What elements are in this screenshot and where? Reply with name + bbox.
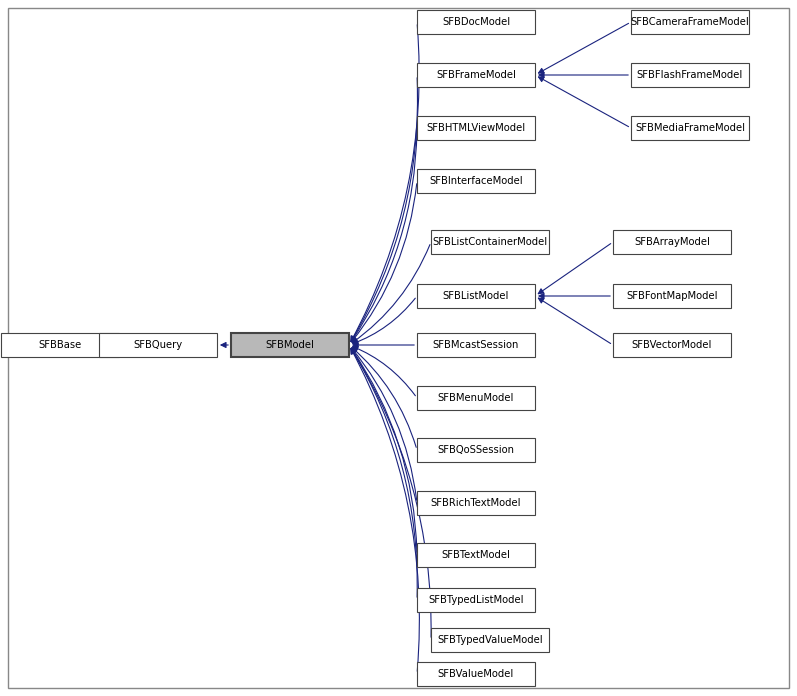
Text: SFBArrayModel: SFBArrayModel [634, 237, 710, 247]
Bar [417, 10, 535, 34]
Text: SFBDocModel: SFBDocModel [442, 17, 510, 27]
Text: SFBModel: SFBModel [265, 340, 315, 350]
Bar [99, 333, 217, 357]
Bar [417, 333, 535, 357]
Bar [631, 63, 749, 87]
Text: SFBFontMapModel: SFBFontMapModel [626, 291, 718, 301]
Bar [613, 230, 731, 254]
Bar [631, 10, 749, 34]
Text: SFBInterfaceModel: SFBInterfaceModel [430, 176, 523, 186]
Bar [417, 438, 535, 462]
Text: SFBTypedValueModel: SFBTypedValueModel [438, 635, 543, 645]
Text: SFBRichTextModel: SFBRichTextModel [430, 498, 521, 508]
Text: SFBTextModel: SFBTextModel [442, 550, 510, 560]
Text: SFBFlashFrameModel: SFBFlashFrameModel [637, 70, 743, 80]
Text: SFBVectorModel: SFBVectorModel [632, 340, 713, 350]
Bar [417, 116, 535, 140]
Bar [1, 333, 119, 357]
Text: SFBValueModel: SFBValueModel [438, 669, 514, 679]
Text: SFBQoSSession: SFBQoSSession [438, 445, 515, 455]
Text: SFBBase: SFBBase [38, 340, 81, 350]
Bar [613, 333, 731, 357]
Bar [417, 588, 535, 612]
Bar [431, 628, 549, 652]
Text: SFBTypedListModel: SFBTypedListModel [428, 595, 524, 605]
Text: SFBMediaFrameModel: SFBMediaFrameModel [635, 123, 745, 133]
Bar [417, 491, 535, 515]
Bar [417, 543, 535, 567]
Text: SFBMcastSession: SFBMcastSession [433, 340, 519, 350]
Bar [631, 116, 749, 140]
Bar [613, 284, 731, 308]
Bar [417, 169, 535, 193]
Bar [417, 386, 535, 410]
Bar [417, 662, 535, 686]
Bar [431, 230, 549, 254]
Bar [417, 284, 535, 308]
Text: SFBCameraFrameModel: SFBCameraFrameModel [630, 17, 749, 27]
Text: SFBMenuModel: SFBMenuModel [438, 393, 514, 403]
Text: SFBListModel: SFBListModel [443, 291, 509, 301]
Bar [417, 63, 535, 87]
Bar [231, 333, 349, 357]
Text: SFBQuery: SFBQuery [133, 340, 183, 350]
Text: SFBHTMLViewModel: SFBHTMLViewModel [426, 123, 525, 133]
Text: SFBListContainerModel: SFBListContainerModel [433, 237, 548, 247]
Text: SFBFrameModel: SFBFrameModel [436, 70, 516, 80]
